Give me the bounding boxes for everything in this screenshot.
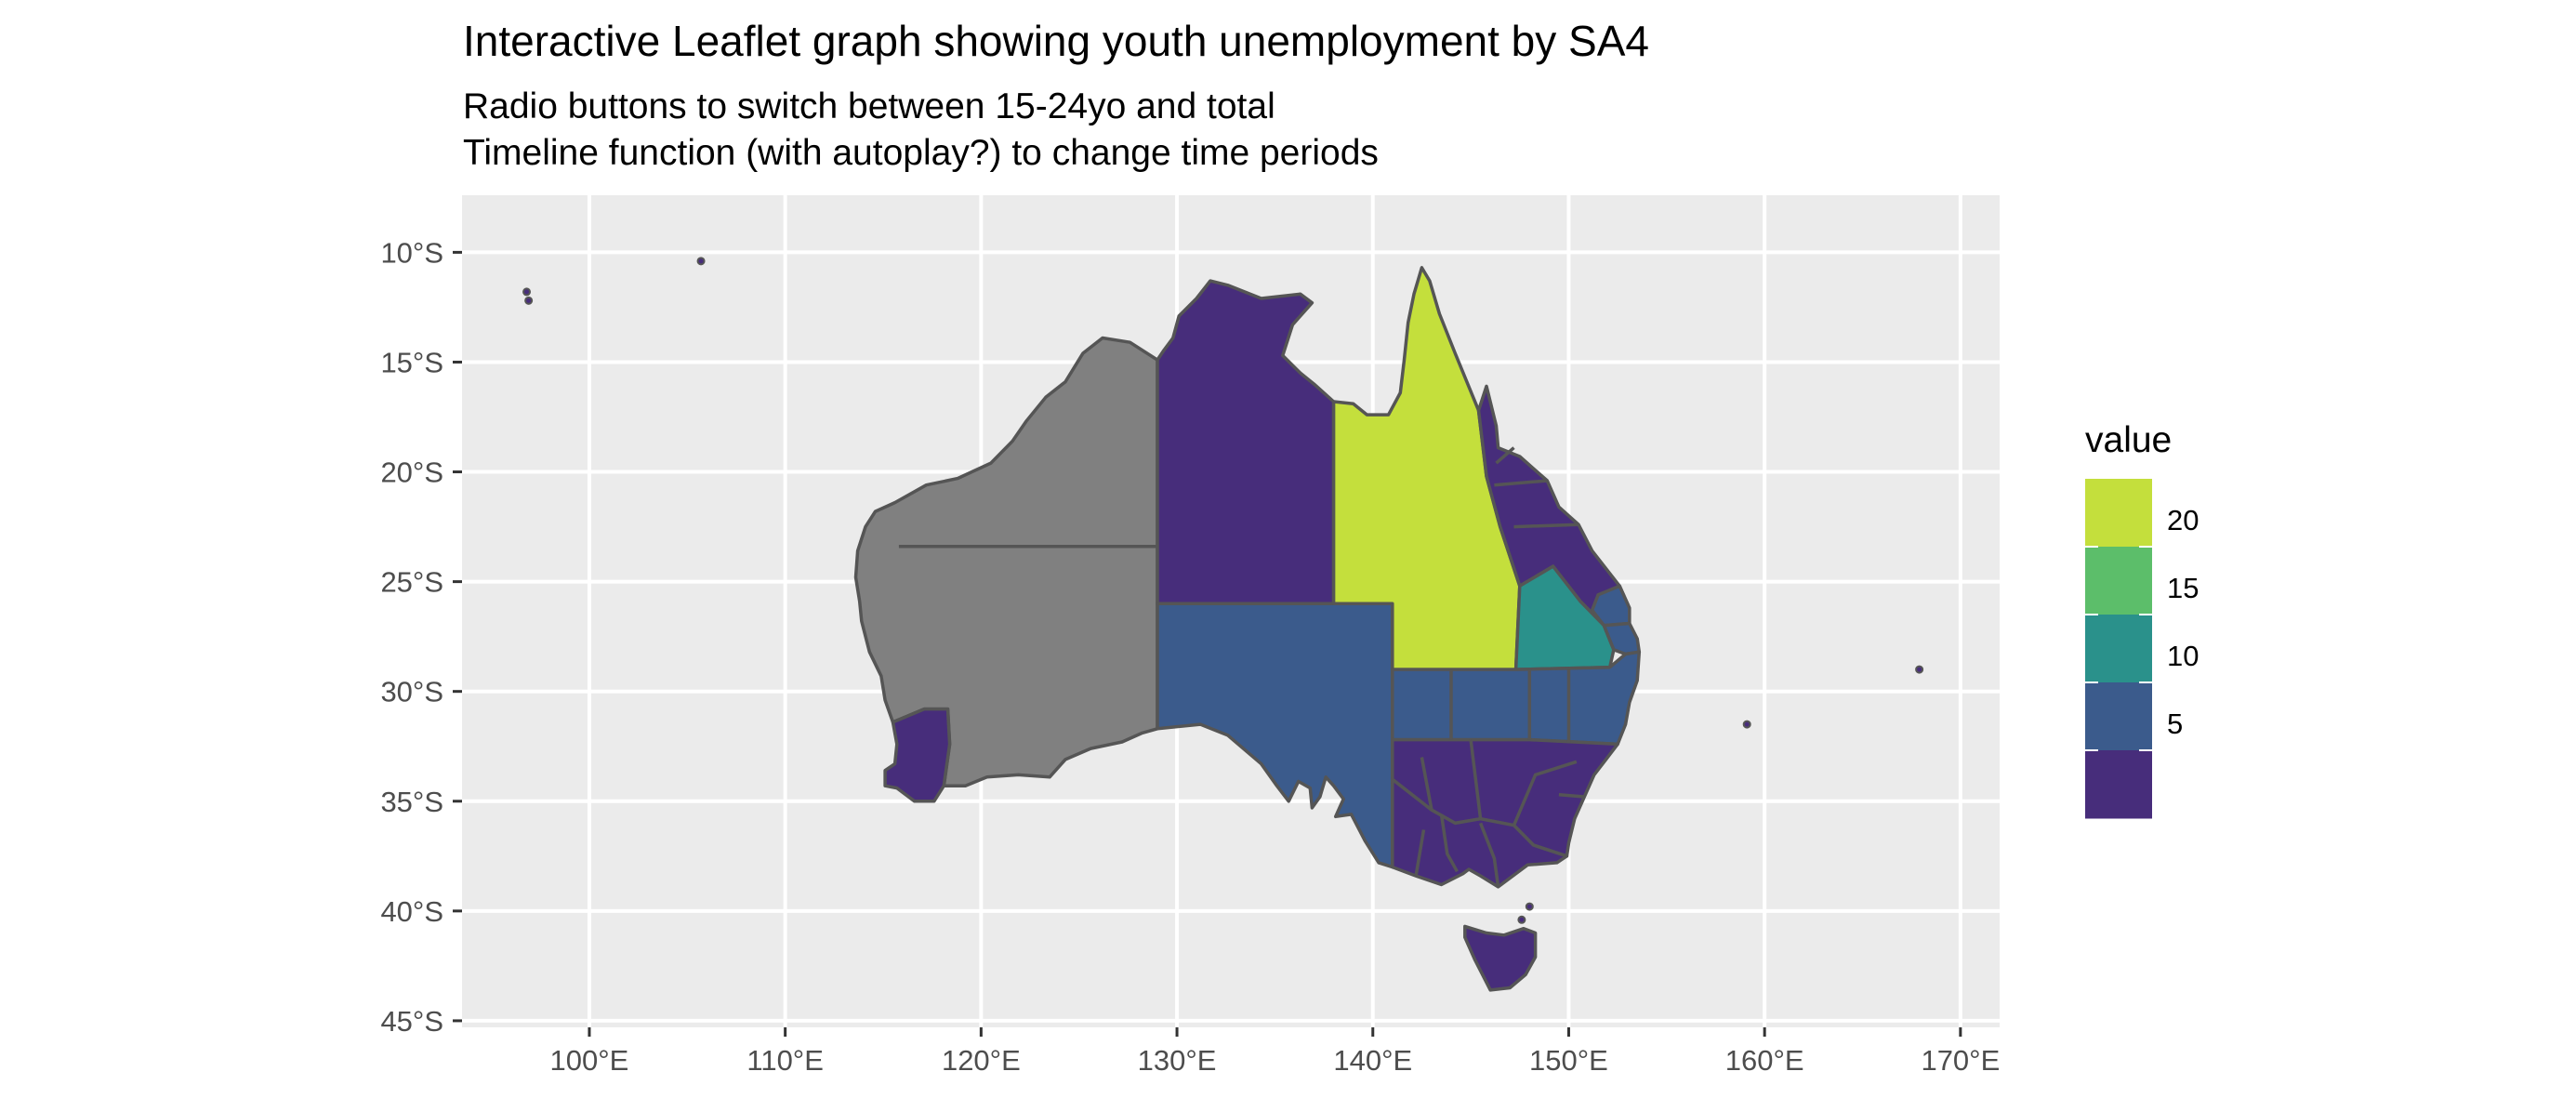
sa4-boundary xyxy=(1558,792,1585,799)
island xyxy=(1742,720,1751,729)
sa4-boundary xyxy=(1469,739,1483,819)
sa4-boundary xyxy=(1513,523,1579,529)
y-tick-label: 40°S xyxy=(380,895,443,928)
legend: value 5 10 15 20 xyxy=(2085,420,2199,819)
x-tick-label: 100°E xyxy=(550,1044,629,1077)
island xyxy=(1525,902,1534,911)
y-tick-label: 30°S xyxy=(380,676,443,708)
sa4-boundary xyxy=(1439,814,1459,873)
island xyxy=(524,296,534,305)
region-vic xyxy=(1391,777,1569,889)
map-regions xyxy=(522,257,1924,992)
chart-subtitle-line-1: Radio buttons to switch between 15-24yo … xyxy=(463,86,1275,126)
x-tick-label: 170°E xyxy=(1921,1044,2000,1077)
region-qld-darling-downs xyxy=(1513,564,1616,671)
island xyxy=(1517,915,1526,924)
island xyxy=(696,257,706,266)
x-tick-label: 150°E xyxy=(1529,1044,1608,1077)
y-tick-label: 15°S xyxy=(380,346,443,378)
y-tick-label: 20°S xyxy=(380,456,443,489)
legend-label: 15 xyxy=(2167,572,2199,604)
region-tasmania xyxy=(1463,924,1538,992)
region-wa-perth-wheatbelt xyxy=(883,707,952,803)
y-tick-label: 45°S xyxy=(380,1005,443,1038)
x-tick-label: 110°E xyxy=(746,1044,824,1077)
sa4-boundary xyxy=(1512,760,1578,827)
legend-label: 20 xyxy=(2167,504,2199,536)
chart-title: Interactive Leaflet graph showing youth … xyxy=(463,17,1649,65)
legend-swatch xyxy=(2085,682,2152,751)
y-tick-label: 25°S xyxy=(380,566,443,599)
legend-label: 10 xyxy=(2167,640,2199,672)
y-tick-label: 35°S xyxy=(380,786,443,818)
y-tick-label: 10°S xyxy=(380,236,443,269)
legend-swatch xyxy=(2085,750,2152,819)
sa4-boundary xyxy=(1494,479,1548,487)
legend-swatch xyxy=(2085,547,2152,615)
region-wa-outback xyxy=(853,336,1159,787)
chart-subtitle-line-2: Timeline function (with autoplay?) to ch… xyxy=(463,133,1379,173)
sa4-boundary xyxy=(1478,822,1500,888)
x-tick-label: 160°E xyxy=(1725,1044,1804,1077)
island xyxy=(522,287,532,297)
legend-title: value xyxy=(2085,420,2172,460)
x-tick-label: 130°E xyxy=(1138,1044,1217,1077)
sa4-boundary xyxy=(1414,829,1426,877)
island xyxy=(1915,665,1924,674)
legend-label: 5 xyxy=(2167,708,2183,740)
legend-swatch xyxy=(2085,479,2152,548)
region-sa xyxy=(1156,602,1394,869)
map-axes: 100°E 110°E 120°E 130°E 140°E 150°E 160°E 170°E… xyxy=(380,236,2000,1077)
sa4-boundary xyxy=(1420,757,1433,811)
sa4-boundary xyxy=(1495,446,1515,465)
legend-swatch xyxy=(2085,615,2152,683)
x-tick-label: 120°E xyxy=(942,1044,1021,1077)
x-tick-label: 140°E xyxy=(1333,1044,1412,1077)
